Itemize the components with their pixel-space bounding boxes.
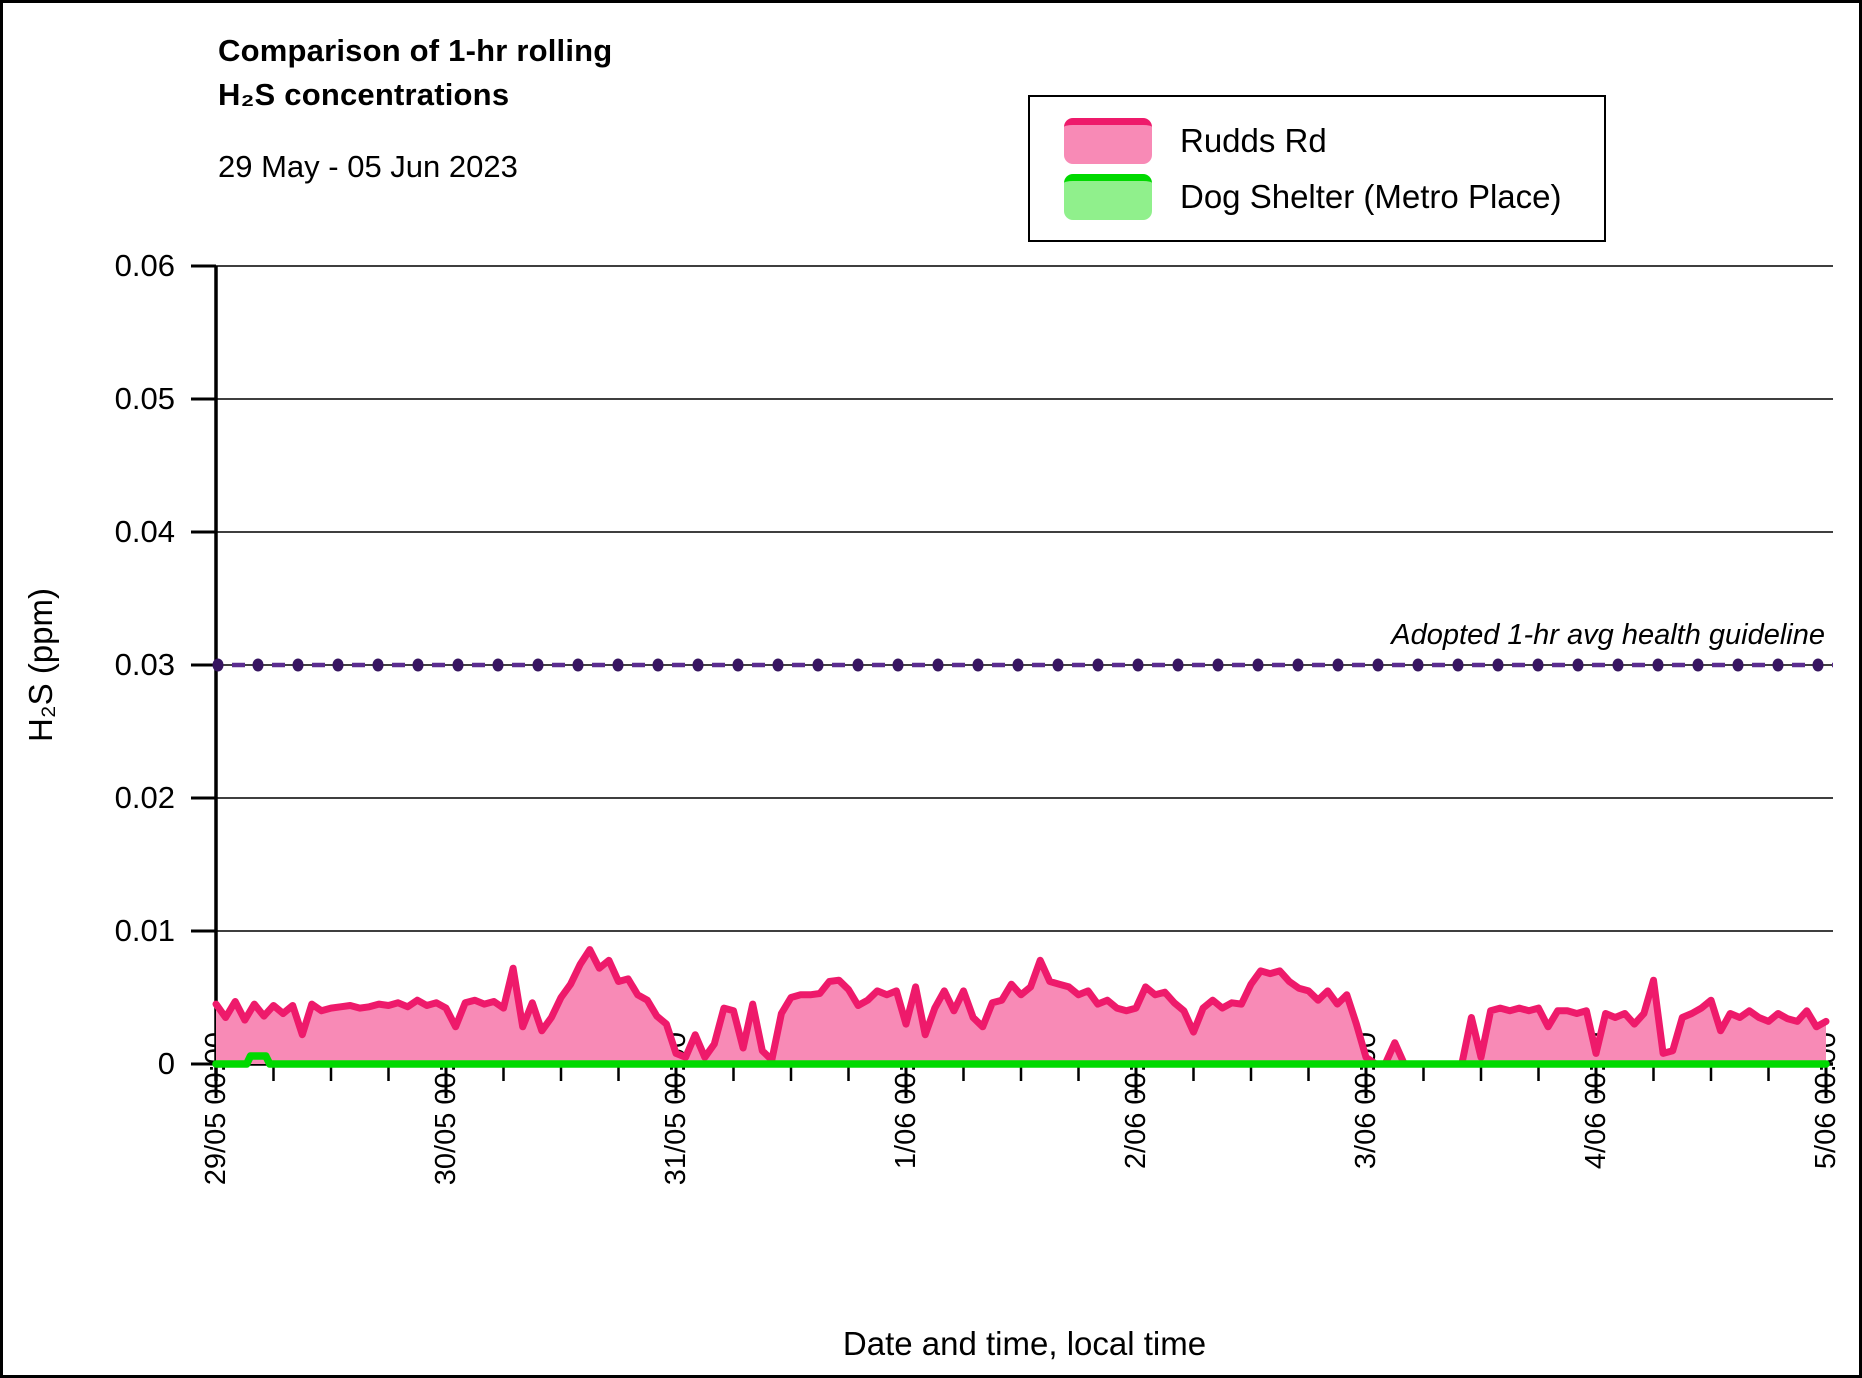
guideline-dot <box>532 658 544 672</box>
guideline-dot <box>452 658 464 672</box>
y-tick-0.02: 0.02 <box>114 780 175 815</box>
guideline-annotation: Adopted 1-hr avg health guideline <box>1391 619 1825 651</box>
dog-shelter-swatch <box>1064 173 1152 220</box>
guideline-dot <box>892 658 904 672</box>
guideline-dot <box>612 658 624 672</box>
y-tick-0.05: 0.05 <box>114 381 175 416</box>
rudds-rd-line <box>212 946 1830 1068</box>
guideline-dot <box>332 658 344 672</box>
y-tick-0.06: 0.06 <box>114 248 175 283</box>
legend-label-rudds-rd: Rudds Rd <box>1180 121 1327 159</box>
guideline-dot <box>1572 658 1584 672</box>
guideline-dot <box>1212 658 1224 672</box>
x-axis-title: Date and time, local time <box>842 1325 1207 1362</box>
guideline-dot <box>1292 658 1304 672</box>
guideline-dot <box>1052 658 1064 672</box>
chart-title-line2: H₂S concentrations <box>218 77 510 112</box>
plot-area <box>191 264 1833 1098</box>
guideline-dot <box>1372 658 1384 672</box>
guideline-dot <box>1412 658 1424 672</box>
guideline-dot <box>572 658 584 672</box>
guideline-dot <box>492 658 504 672</box>
dog-shelter-line <box>212 1052 1830 1068</box>
guideline-dot <box>1492 658 1504 672</box>
guideline-dot <box>732 658 744 672</box>
guideline-dot <box>1252 658 1264 672</box>
rudds-rd-area <box>216 949 1826 1064</box>
chart-subtitle: 29 May - 05 Jun 2023 <box>218 149 518 184</box>
y-tick-0.03: 0.03 <box>114 647 175 682</box>
y-tick-0: 0 <box>157 1046 175 1081</box>
guideline-dot <box>292 658 304 672</box>
guideline-dot <box>252 658 264 672</box>
guideline-dot <box>1012 658 1024 672</box>
guideline-dot <box>1332 658 1344 672</box>
legend-item-dog-shelter: Dog Shelter (Metro Place) <box>1064 173 1604 220</box>
chart-title-line1: Comparison of 1-hr rolling <box>218 33 613 68</box>
legend-item-rudds-rd: Rudds Rd <box>1064 117 1604 164</box>
guideline-dot <box>1812 658 1824 672</box>
guideline-dot <box>1652 658 1664 672</box>
guideline-dot <box>1532 658 1544 672</box>
legend: Rudds Rd Dog Shelter (Metro Place) <box>1028 95 1606 242</box>
guideline-dot <box>1172 658 1184 672</box>
guideline-dot <box>812 658 824 672</box>
guideline-dot <box>1092 658 1104 672</box>
guideline-dot <box>1732 658 1744 672</box>
guideline-dot <box>1612 658 1624 672</box>
legend-label-dog-shelter: Dog Shelter (Metro Place) <box>1180 177 1562 215</box>
guideline-dot <box>692 658 704 672</box>
y-tick-0.04: 0.04 <box>114 514 175 549</box>
guideline-dot <box>852 658 864 672</box>
rudds-rd-swatch <box>1064 117 1152 164</box>
guideline-dot <box>1452 658 1464 672</box>
guideline-dot <box>212 658 224 672</box>
guideline-dot <box>932 658 944 672</box>
guideline-dot <box>772 658 784 672</box>
guideline-dot <box>652 658 664 672</box>
guideline-dot <box>1772 658 1784 672</box>
guideline-dot <box>1132 658 1144 672</box>
guideline-dot <box>1692 658 1704 672</box>
guideline-dot <box>412 658 424 672</box>
y-tick-0.01: 0.01 <box>114 913 175 948</box>
guideline-dot <box>972 658 984 672</box>
guideline-dot <box>372 658 384 672</box>
